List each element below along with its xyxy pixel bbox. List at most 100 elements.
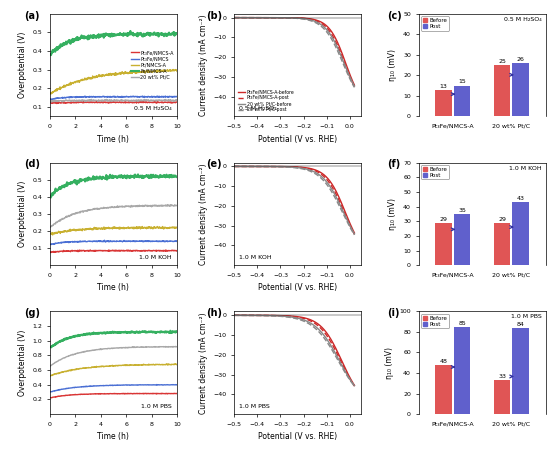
Text: 48: 48 (440, 359, 448, 364)
Pt₃Fe/NMCS-A-before (252, 164, 259, 169)
Pt₃Fe/NMCS-A (98, 100, 104, 105)
Pt₃Fe/NMCS-A-before (285, 313, 292, 318)
X-axis label: Potential (V vs. RHE): Potential (V vs. RHE) (258, 432, 337, 441)
Pt₃Fe/NMCS-A-post (351, 384, 358, 389)
20 wt% Pt/C (139, 344, 146, 350)
Fe/NMCS-A (47, 51, 54, 57)
20 wt% Pt/C-before (321, 334, 328, 339)
Pt₃Fe/NMCS-A-post (302, 16, 309, 21)
20 wt% Pt/C (165, 202, 171, 207)
Fe/NMCS-A (127, 28, 134, 34)
Fe/NMCS-A (127, 329, 134, 335)
20 wt% Pt/C-before (321, 25, 328, 30)
Pt₃Fe/NMCS-A (162, 247, 169, 253)
Pt₃Fe/NMCS-A-post (285, 313, 292, 319)
Pt₃Fe/NMCS-A (127, 100, 134, 105)
20 wt% Pt/C (59, 99, 65, 105)
Pt₃Fe/NMCS-A-before (311, 17, 318, 22)
Pt/NMCS-A (127, 71, 134, 76)
Pt₃Fe/NMCS (139, 382, 146, 388)
Pt₃Fe/NMCS-A-post (231, 313, 238, 318)
Pt₃Fe/NMCS-A-post (311, 168, 318, 173)
Pt₃Fe/NMCS (173, 382, 180, 387)
20 wt% Pt/C-post (321, 336, 328, 342)
Line: Pt₃Fe/NMCS-A-post: Pt₃Fe/NMCS-A-post (234, 167, 355, 234)
20 wt% Pt/C-before (321, 177, 328, 182)
Line: 20 wt% Pt/C: 20 wt% Pt/C (50, 346, 177, 366)
20 wt% Pt/C (173, 202, 180, 208)
Line: 20 wt% Pt/C-post: 20 wt% Pt/C-post (234, 18, 355, 87)
Pt₃Fe/NMCS-A (48, 250, 54, 255)
Fe/NMCS-A (139, 32, 146, 38)
Pt₃Fe/NMCS-A (63, 100, 69, 106)
Text: 1.0 M PBS: 1.0 M PBS (239, 404, 270, 409)
Pt₃Fe/NMCS-A-before (285, 15, 292, 20)
Text: 1.0 M KOH: 1.0 M KOH (139, 255, 172, 260)
20 wt% Pt/C-before (262, 164, 269, 169)
Pt/NMCS-A (139, 69, 146, 75)
20 wt% Pt/C-post (231, 313, 238, 318)
Pt₃Fe/NMCS-A-post (285, 164, 292, 169)
20 wt% Pt/C-before (285, 15, 292, 20)
Pt₃Fe/NMCS-A (47, 395, 54, 400)
Bar (435, 90, 452, 116)
Legend: Pt₃Fe/NMCS-A, Pt₃Fe/NMCS, Pt/NMCS-A, Fe/NMCS-A, 20 wt% Pt/C: Pt₃Fe/NMCS-A, Pt₃Fe/NMCS, Pt/NMCS-A, Fe/… (130, 49, 175, 81)
Pt₃Fe/NMCS (47, 242, 54, 247)
Text: 33: 33 (498, 374, 506, 379)
Pt₃Fe/NMCS-A-before (311, 167, 318, 172)
20 wt% Pt/C-before (302, 166, 309, 172)
Line: 20 wt% Pt/C: 20 wt% Pt/C (50, 99, 177, 102)
Pt₃Fe/NMCS-A-before (302, 15, 309, 21)
Pt₃Fe/NMCS-A-post (262, 164, 269, 169)
20 wt% Pt/C-post (351, 232, 358, 238)
20 wt% Pt/C-post (252, 15, 259, 20)
Pt₃Fe/NMCS (138, 382, 145, 388)
Pt₃Fe/NMCS-A-post (252, 15, 259, 20)
Pt₃Fe/NMCS (140, 94, 146, 99)
20 wt% Pt/C (63, 354, 69, 360)
Pt₃Fe/NMCS (140, 239, 146, 244)
Fe/NMCS-A (127, 31, 134, 36)
20 wt% Pt/C (47, 99, 54, 104)
Legend: Before, Post: Before, Post (422, 314, 449, 329)
20 wt% Pt/C-post (311, 171, 318, 176)
20 wt% Pt/C-post (321, 179, 328, 185)
Fe/NMCS-A (140, 174, 146, 179)
Pt/NMCS-A (98, 364, 104, 369)
Pt₃Fe/NMCS-A-before (285, 164, 292, 169)
Fe/NMCS-A (173, 329, 180, 334)
Pt/NMCS-A (98, 72, 104, 78)
Line: Pt₃Fe/NMCS: Pt₃Fe/NMCS (50, 240, 177, 244)
20 wt% Pt/C (127, 345, 134, 350)
Pt₃Fe/NMCS-A (173, 248, 180, 254)
20 wt% Pt/C (63, 214, 69, 220)
Pt₃Fe/NMCS-A (140, 100, 146, 105)
Bar (512, 63, 529, 116)
Pt₃Fe/NMCS-A (139, 99, 146, 105)
Pt/NMCS-A (173, 362, 180, 368)
Pt₃Fe/NMCS-A-before (351, 230, 358, 236)
20 wt% Pt/C-before (285, 314, 292, 319)
20 wt% Pt/C (47, 224, 54, 230)
Pt/NMCS-A (48, 91, 54, 97)
Y-axis label: Overpotential (V): Overpotential (V) (18, 329, 27, 396)
Line: 20 wt% Pt/C-before: 20 wt% Pt/C-before (234, 18, 355, 86)
Text: 1.0 M KOH: 1.0 M KOH (509, 166, 542, 171)
Pt/NMCS-A (127, 362, 134, 368)
Y-axis label: Overpotential (V): Overpotential (V) (18, 181, 27, 247)
Text: 85: 85 (458, 321, 466, 326)
Pt₃Fe/NMCS-A-post (252, 313, 259, 318)
Pt₃Fe/NMCS-A (171, 390, 178, 396)
20 wt% Pt/C-post (262, 313, 269, 318)
Pt/NMCS-A (140, 70, 146, 75)
Pt₃Fe/NMCS-A-before (262, 313, 269, 318)
Line: 20 wt% Pt/C-before: 20 wt% Pt/C-before (234, 167, 355, 234)
Pt₃Fe/NMCS-A-before (351, 82, 358, 88)
Pt₃Fe/NMCS-A-post (321, 330, 328, 335)
Pt₃Fe/NMCS-A (139, 248, 146, 254)
Pt/NMCS-A (127, 225, 134, 231)
Fe/NMCS-A (98, 330, 104, 336)
Fe/NMCS-A (48, 52, 54, 58)
20 wt% Pt/C-post (311, 20, 318, 25)
Pt/NMCS-A (63, 228, 69, 233)
